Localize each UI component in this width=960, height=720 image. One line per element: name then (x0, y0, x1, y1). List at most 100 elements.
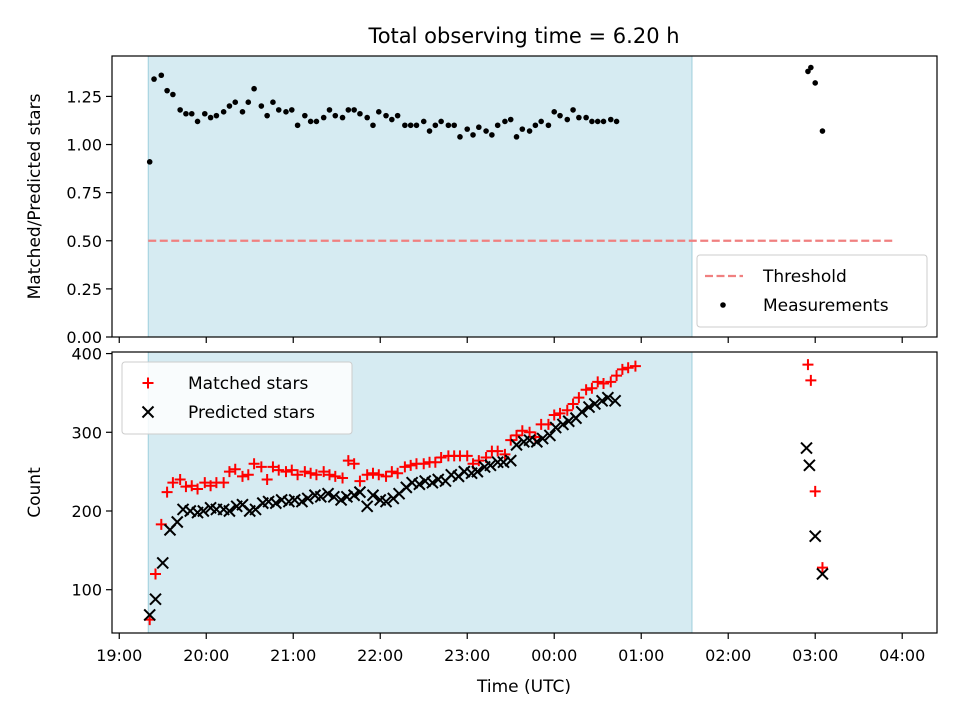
y-axis-label: Matched/Predicted stars (25, 93, 45, 299)
data-point (601, 391, 615, 404)
y-tick-label: 100 (71, 581, 102, 600)
data-point (819, 128, 826, 134)
data-point (622, 362, 634, 374)
data-point (389, 116, 395, 123)
data-point (353, 485, 367, 499)
data-point (305, 467, 317, 479)
data-point (288, 493, 301, 507)
data-point (164, 87, 170, 94)
data-point (589, 118, 595, 125)
data-point (347, 489, 361, 502)
data-point (594, 118, 601, 125)
data-point (464, 126, 471, 132)
data-point (283, 109, 289, 115)
data-point (357, 110, 363, 117)
data-point (573, 392, 585, 404)
data-point (158, 72, 165, 79)
data-point (426, 476, 439, 489)
series-predicted-stars (143, 391, 829, 622)
data-point (262, 495, 275, 508)
data-point (538, 118, 544, 125)
data-point (146, 159, 153, 165)
y-tick-label: 1.25 (66, 87, 102, 106)
data-point (188, 110, 195, 117)
data-point (255, 461, 267, 473)
data-point (492, 445, 504, 457)
legend-symbol (142, 377, 154, 389)
y-tick-label: 0.25 (66, 280, 102, 299)
data-point (471, 465, 484, 478)
data-point (226, 103, 233, 109)
data-point (174, 474, 186, 486)
data-point (143, 608, 156, 622)
data-point (386, 466, 398, 478)
data-point (239, 109, 246, 115)
plot-frame (111, 55, 938, 338)
data-point (383, 112, 389, 119)
data-point (275, 107, 282, 113)
x-tick-label: 19:00 (96, 646, 142, 665)
data-point (323, 469, 335, 481)
data-point (314, 490, 327, 504)
data-point (197, 504, 210, 518)
data-point (582, 400, 596, 414)
data-point (420, 118, 427, 125)
data-point (526, 128, 533, 134)
data-point (600, 118, 607, 125)
data-point (267, 461, 279, 473)
data-point (451, 122, 457, 129)
data-point (248, 458, 260, 470)
data-point (151, 76, 157, 82)
data-point (812, 80, 819, 86)
data-point (286, 464, 298, 476)
y-axis-label: Count (25, 467, 45, 518)
data-point (348, 458, 360, 470)
data-point (367, 467, 379, 479)
data-point (220, 109, 227, 115)
data-point (524, 426, 536, 438)
data-point (413, 478, 426, 491)
data-point (548, 409, 560, 421)
data-point (551, 109, 558, 115)
data-point (554, 407, 566, 419)
legend-label: Measurements (763, 296, 889, 316)
data-point (223, 466, 235, 478)
data-point (270, 99, 276, 105)
data-point (611, 370, 623, 382)
data-point (332, 112, 339, 119)
data-point (326, 107, 333, 113)
count-panel: 100 200 300 400 Count 19:00 20:00 21:00 22:00 23:… (25, 345, 938, 665)
y-tick-label: 400 (71, 345, 102, 364)
data-point (218, 477, 230, 489)
data-point (242, 469, 254, 481)
y-tick-label: 200 (71, 502, 102, 521)
data-point (161, 486, 173, 498)
data-point (502, 118, 508, 125)
data-point (186, 480, 198, 492)
data-point (484, 459, 497, 472)
data-point (236, 470, 248, 482)
data-point (149, 568, 161, 580)
legend-label: Predicted stars (188, 403, 315, 423)
x-tick-label: 03:00 (792, 646, 838, 665)
data-point (251, 85, 257, 92)
data-point (511, 429, 523, 441)
data-point (598, 377, 610, 389)
data-point (167, 477, 179, 489)
data-point (570, 107, 576, 113)
legend: Threshold Measurements (696, 254, 928, 328)
data-point (176, 503, 190, 516)
data-point (405, 476, 419, 489)
data-point (494, 122, 501, 129)
data-point (432, 122, 439, 129)
data-point (399, 461, 411, 473)
data-point (800, 441, 813, 455)
data-point (805, 68, 811, 75)
chart-title: Total observing time = 6.20 h (367, 24, 679, 48)
data-point (530, 435, 544, 448)
data-point (201, 110, 208, 117)
data-point (345, 107, 352, 113)
data-point (504, 454, 517, 467)
y-tick-label: 1.00 (66, 136, 102, 155)
